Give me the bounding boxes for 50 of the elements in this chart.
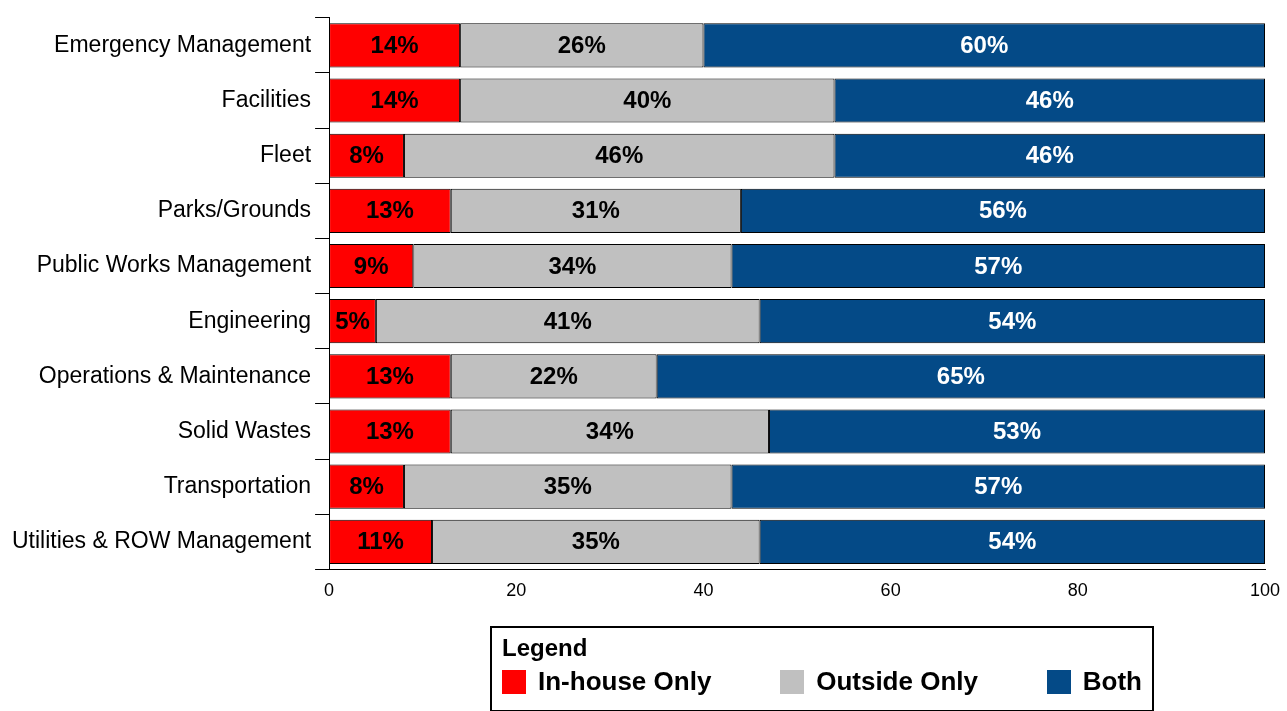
legend-title: Legend: [502, 634, 589, 662]
data-label: 35%: [543, 472, 592, 500]
y-tick-label: Solid Wastes: [177, 416, 312, 443]
data-label: 8%: [349, 141, 384, 169]
y-tick-label: Public Works Management: [36, 251, 312, 278]
data-label: 41%: [543, 306, 592, 334]
data-label: 34%: [585, 417, 634, 445]
data-label: 57%: [974, 472, 1023, 500]
y-tick-label: Facilities: [221, 85, 312, 112]
data-label: 34%: [548, 251, 597, 279]
y-tick-label: Fleet: [259, 141, 312, 168]
data-label: 60%: [960, 31, 1009, 59]
data-label: 57%: [974, 251, 1023, 279]
data-label: 54%: [988, 527, 1037, 555]
data-label: 13%: [365, 361, 414, 389]
legend-label: Both: [1082, 666, 1142, 697]
data-label: 56%: [978, 196, 1027, 224]
y-tick-label: Transportation: [163, 472, 312, 498]
data-label: 13%: [365, 196, 414, 224]
x-tick-label: 60: [880, 580, 901, 601]
x-tick-label: 80: [1067, 580, 1088, 601]
data-label: 40%: [623, 86, 672, 114]
legend-label: Outside Only: [816, 666, 978, 697]
y-tick-label: Operations & Maintenance: [38, 361, 312, 388]
data-label: 35%: [571, 527, 620, 555]
data-label: 46%: [595, 141, 644, 169]
data-label: 26%: [557, 31, 606, 59]
data-label: 46%: [1025, 141, 1074, 169]
data-label: 14%: [370, 31, 419, 59]
y-tick-label: Utilities & ROW Management: [12, 527, 312, 554]
y-tick-label: Emergency Management: [54, 30, 312, 57]
data-label: 53%: [992, 417, 1042, 445]
x-tick-label: 40: [693, 580, 714, 601]
legend-label: In-house Only: [538, 666, 712, 697]
data-label: 54%: [988, 306, 1037, 334]
y-tick-label: Parks/Grounds: [157, 196, 312, 223]
x-tick-label: 100: [1249, 580, 1281, 601]
data-label: 13%: [365, 417, 414, 445]
data-label: 14%: [370, 86, 419, 114]
data-label: 8%: [349, 472, 384, 500]
data-label: 46%: [1025, 86, 1074, 114]
data-label: 9%: [353, 251, 389, 279]
data-label: 11%: [357, 527, 404, 555]
data-label: 31%: [571, 196, 620, 224]
x-tick-label: 0: [324, 580, 335, 601]
data-label: 5%: [335, 306, 370, 334]
x-tick-label: 20: [506, 580, 527, 601]
data-label: 22%: [529, 361, 578, 389]
data-label: 65%: [936, 361, 985, 389]
y-tick-label: Engineering: [188, 306, 312, 333]
